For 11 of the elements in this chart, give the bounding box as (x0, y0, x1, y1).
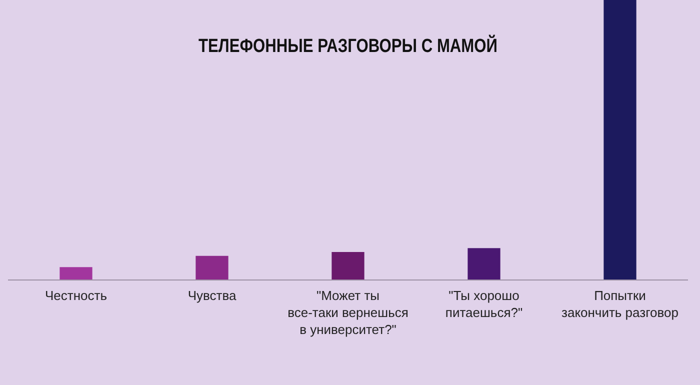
x-tick-label: Попытки закончить разговор (562, 288, 678, 320)
x-tick-label: Честность (45, 288, 108, 303)
x-tick-label: "Может ты все-таки вернешься в университет?" (288, 288, 408, 337)
bar (60, 267, 92, 280)
bar (468, 248, 500, 280)
bar (604, 0, 636, 280)
bar (332, 252, 364, 280)
text: ТЕЛЕФОННЫЕ РАЗГОВОРЫ С МАМОЙ (198, 36, 498, 58)
x-tick-label: Чувства (188, 288, 237, 303)
bar (196, 256, 228, 280)
x-tick-label: "Ты хорошо питаешься?" (445, 288, 523, 320)
